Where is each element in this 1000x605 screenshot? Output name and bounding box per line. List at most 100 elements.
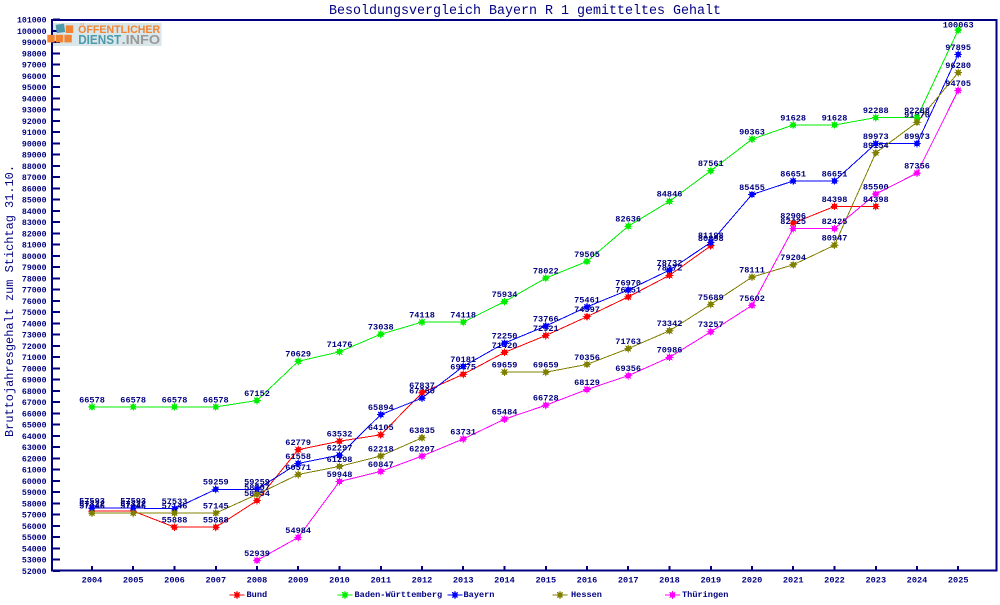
svg-text:53000: 53000	[22, 557, 47, 566]
svg-text:74118: 74118	[409, 311, 435, 321]
svg-text:2024: 2024	[907, 575, 928, 585]
svg-text:57145: 57145	[203, 502, 229, 512]
svg-text:64000: 64000	[22, 433, 47, 442]
svg-text:71476: 71476	[327, 340, 353, 350]
svg-text:55888: 55888	[203, 516, 229, 526]
svg-text:63000: 63000	[22, 444, 47, 453]
svg-text:88000: 88000	[22, 163, 47, 172]
svg-text:73766: 73766	[533, 314, 559, 324]
svg-text:Hessen: Hessen	[571, 590, 602, 600]
svg-text:92288: 92288	[863, 106, 889, 116]
svg-text:59000: 59000	[22, 489, 47, 498]
svg-text:96280: 96280	[945, 61, 971, 71]
svg-text:90363: 90363	[739, 128, 765, 138]
svg-text:61000: 61000	[22, 467, 47, 476]
svg-text:62207: 62207	[409, 445, 435, 455]
svg-text:66578: 66578	[120, 395, 146, 405]
svg-text:78732: 78732	[657, 259, 683, 269]
svg-text:79204: 79204	[780, 253, 806, 263]
svg-text:58000: 58000	[22, 501, 47, 510]
svg-text:79000: 79000	[22, 264, 47, 273]
svg-text:2021: 2021	[783, 575, 804, 585]
svg-text:75602: 75602	[739, 294, 765, 304]
svg-text:75000: 75000	[22, 309, 47, 318]
svg-text:52000: 52000	[22, 568, 47, 577]
svg-text:73257: 73257	[698, 320, 724, 330]
svg-text:73000: 73000	[22, 332, 47, 341]
svg-text:69659: 69659	[533, 361, 559, 371]
svg-text:70986: 70986	[657, 346, 683, 356]
svg-text:97000: 97000	[22, 62, 47, 71]
svg-text:65000: 65000	[22, 422, 47, 431]
svg-text:ÖFFENTLICHER: ÖFFENTLICHER	[78, 23, 160, 36]
svg-text:91000: 91000	[22, 129, 47, 138]
svg-text:84398: 84398	[863, 195, 889, 205]
svg-text:76000: 76000	[22, 298, 47, 307]
svg-text:63835: 63835	[409, 426, 435, 436]
svg-text:84000: 84000	[22, 208, 47, 217]
svg-text:71763: 71763	[615, 337, 641, 347]
svg-text:66578: 66578	[162, 395, 188, 405]
svg-text:68000: 68000	[22, 388, 47, 397]
svg-text:95000: 95000	[22, 84, 47, 93]
svg-text:2007: 2007	[205, 575, 226, 585]
svg-text:85000: 85000	[22, 197, 47, 206]
svg-text:2006: 2006	[164, 575, 185, 585]
svg-text:67000: 67000	[22, 399, 47, 408]
svg-text:67152: 67152	[244, 389, 270, 399]
svg-text:2016: 2016	[577, 575, 598, 585]
svg-text:55000: 55000	[22, 534, 47, 543]
svg-text:70181: 70181	[450, 355, 476, 365]
svg-text:97895: 97895	[945, 43, 971, 53]
svg-text:56000: 56000	[22, 523, 47, 532]
svg-text:89000: 89000	[22, 152, 47, 161]
svg-text:62000: 62000	[22, 455, 47, 464]
svg-text:73342: 73342	[657, 319, 683, 329]
svg-text:Thüringen: Thüringen	[682, 590, 728, 600]
svg-text:78111: 78111	[739, 266, 765, 276]
svg-text:101000: 101000	[17, 17, 47, 26]
svg-text:89973: 89973	[863, 132, 889, 142]
svg-text:69356: 69356	[615, 364, 641, 374]
svg-text:2010: 2010	[329, 575, 350, 585]
svg-text:78022: 78022	[533, 267, 559, 277]
svg-text:72000: 72000	[22, 343, 47, 352]
svg-text:85500: 85500	[863, 182, 889, 192]
svg-text:85455: 85455	[739, 183, 765, 193]
svg-text:99000: 99000	[22, 39, 47, 48]
svg-text:91628: 91628	[822, 113, 848, 123]
svg-text:80000: 80000	[22, 253, 47, 262]
svg-text:63731: 63731	[450, 427, 476, 437]
svg-text:63532: 63532	[327, 430, 353, 440]
svg-text:100063: 100063	[943, 20, 974, 30]
svg-text:61558: 61558	[285, 452, 311, 462]
svg-text:80947: 80947	[822, 234, 848, 244]
svg-text:60847: 60847	[368, 460, 394, 470]
svg-text:.INFO: .INFO	[122, 32, 161, 47]
svg-text:86651: 86651	[780, 169, 806, 179]
svg-text:84398: 84398	[822, 195, 848, 205]
svg-text:66578: 66578	[79, 395, 105, 405]
svg-text:86651: 86651	[822, 169, 848, 179]
svg-text:2019: 2019	[700, 575, 721, 585]
svg-text:2005: 2005	[123, 575, 144, 585]
svg-text:87561: 87561	[698, 159, 724, 169]
svg-text:DIENST: DIENST	[78, 32, 121, 47]
svg-text:64105: 64105	[368, 423, 394, 433]
svg-text:87356: 87356	[904, 162, 930, 172]
svg-text:62297: 62297	[327, 444, 353, 454]
svg-text:61298: 61298	[327, 455, 353, 465]
svg-text:81000: 81000	[22, 242, 47, 251]
svg-text:54984: 54984	[285, 526, 311, 536]
svg-text:66000: 66000	[22, 410, 47, 419]
svg-text:78000: 78000	[22, 275, 47, 284]
svg-text:84846: 84846	[657, 190, 683, 200]
svg-text:Bruttojahresgehalt zum Stichta: Bruttojahresgehalt zum Stichtag 31.10.	[4, 165, 17, 437]
svg-text:57533: 57533	[162, 497, 188, 507]
svg-text:98000: 98000	[22, 50, 47, 59]
svg-text:2014: 2014	[494, 575, 515, 585]
svg-text:69000: 69000	[22, 377, 47, 386]
svg-text:72250: 72250	[492, 332, 518, 342]
svg-text:82000: 82000	[22, 230, 47, 239]
svg-text:70629: 70629	[285, 350, 311, 360]
